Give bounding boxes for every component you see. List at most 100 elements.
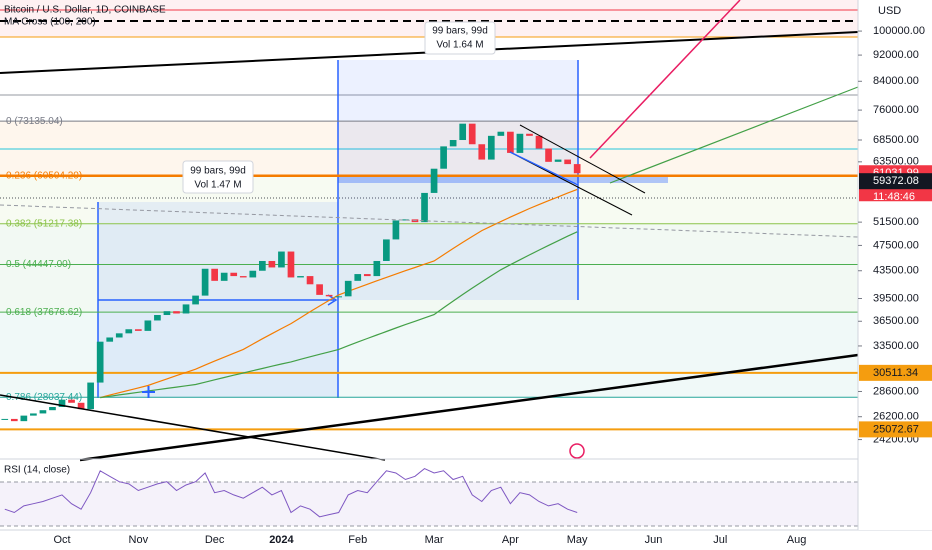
candle bbox=[468, 123, 476, 145]
price-label-box bbox=[859, 421, 932, 438]
x-tick-label: 2024 bbox=[269, 534, 294, 546]
fib-label: 0.618 (37676.62) bbox=[6, 307, 82, 318]
y-tick-label: 84000.00 bbox=[873, 75, 919, 87]
candle bbox=[459, 123, 467, 141]
x-tick-label: Oct bbox=[53, 534, 70, 546]
measure-label-box bbox=[424, 21, 496, 55]
arrow bbox=[509, 151, 579, 186]
event-icon bbox=[569, 443, 585, 459]
candle bbox=[211, 268, 218, 281]
fib-label: 0.786 (28037.44) bbox=[6, 392, 82, 403]
chart-title: Bitcoin / U.S. Dollar, 1D, COINBASE bbox=[4, 5, 166, 16]
candle bbox=[49, 406, 56, 411]
countdown: 11:48:46 bbox=[873, 191, 915, 203]
candle bbox=[354, 274, 362, 281]
rsi-line bbox=[4, 468, 578, 518]
candle bbox=[383, 239, 390, 261]
y-tick-label: 26200.00 bbox=[873, 411, 919, 423]
candle bbox=[440, 146, 447, 169]
y-tick-label: 76000.00 bbox=[873, 104, 919, 116]
candle bbox=[173, 311, 180, 314]
candle bbox=[115, 333, 123, 338]
candle bbox=[373, 260, 381, 277]
fib-zone bbox=[0, 121, 858, 176]
candle bbox=[96, 341, 104, 383]
candle bbox=[507, 131, 514, 153]
candle bbox=[10, 418, 18, 422]
price-axis bbox=[858, 0, 932, 530]
fib-zone bbox=[0, 175, 858, 224]
measure-arrow-head bbox=[327, 294, 338, 306]
price-label-box bbox=[859, 364, 932, 381]
price-label-box bbox=[859, 173, 932, 190]
candle bbox=[287, 251, 295, 278]
candle bbox=[545, 148, 552, 162]
y-tick-label: 43500.00 bbox=[873, 265, 919, 277]
candle bbox=[58, 399, 66, 407]
candle bbox=[182, 304, 190, 314]
candle bbox=[392, 220, 400, 240]
candle bbox=[363, 274, 371, 277]
marks bbox=[1, 123, 581, 422]
y-tick-label: 47500.00 bbox=[873, 239, 919, 251]
x-tick-label: May bbox=[567, 534, 588, 546]
trendline bbox=[589, 0, 741, 159]
indicator-title: MA Cross (100, 200) bbox=[4, 17, 96, 28]
price-label: 59372.08 bbox=[873, 175, 919, 187]
candle bbox=[535, 135, 543, 149]
candle bbox=[449, 140, 457, 147]
y-tick-label: 92000.00 bbox=[873, 49, 919, 61]
measure-bars: 99 bars, 99d bbox=[432, 26, 488, 37]
y-tick-label: 100000.00 bbox=[873, 25, 925, 37]
candle bbox=[516, 133, 524, 153]
x-tick-label: Feb bbox=[348, 534, 367, 546]
candle bbox=[268, 260, 276, 268]
candle bbox=[220, 272, 228, 281]
fib-zone bbox=[0, 264, 858, 313]
trendline bbox=[79, 353, 859, 462]
candle bbox=[163, 311, 171, 316]
highlight-band bbox=[338, 175, 668, 183]
y-tick-label: 28600.00 bbox=[873, 385, 919, 397]
rsi-title: RSI (14, close) bbox=[4, 465, 70, 476]
fib-label: 0.5 (44447.00) bbox=[6, 259, 71, 270]
fib-label: 0 (73135.04) bbox=[6, 116, 63, 127]
candle bbox=[573, 164, 581, 174]
candle bbox=[297, 276, 304, 278]
y-tick-label: 63500.00 bbox=[873, 156, 919, 168]
cross-marker bbox=[142, 386, 155, 398]
x-tick-label: Jul bbox=[713, 534, 727, 546]
candle bbox=[564, 159, 571, 165]
candle bbox=[316, 284, 323, 295]
fib-bands bbox=[0, 121, 858, 398]
candle bbox=[554, 159, 562, 162]
candle bbox=[335, 296, 343, 298]
levels: 0 (73135.04) 0.236 (60504.20) 0.382 (51217… bbox=[0, 116, 858, 431]
price-label: 25072.67 bbox=[873, 423, 919, 435]
candle bbox=[77, 402, 85, 410]
measure-bars: 99 bars, 99d bbox=[190, 166, 246, 177]
candle bbox=[278, 251, 285, 268]
y-tick-label: 33500.00 bbox=[873, 340, 919, 352]
trendline bbox=[609, 86, 859, 184]
candle bbox=[487, 135, 495, 160]
candle bbox=[154, 315, 161, 321]
x-tick-label: Dec bbox=[205, 534, 225, 546]
candle bbox=[192, 295, 199, 305]
x-tick-label: Nov bbox=[129, 534, 149, 546]
candle bbox=[134, 329, 142, 331]
fib-label: 0.382 (51217.38) bbox=[6, 218, 82, 229]
measure-volume: Vol 1.47 M bbox=[194, 180, 241, 191]
candle bbox=[125, 329, 133, 334]
axis-labels: 100000.00 92000.00 84000.00 76000.00 68500.0… bbox=[858, 25, 932, 445]
measure-volume: Vol 1.64 M bbox=[436, 40, 483, 51]
fib-zone bbox=[0, 223, 858, 265]
x-tick-label: Aug bbox=[787, 534, 807, 546]
ma-line bbox=[100, 231, 578, 399]
candle bbox=[239, 276, 247, 278]
candle bbox=[421, 192, 428, 223]
y-tick-label: 68500.00 bbox=[873, 134, 919, 146]
candle bbox=[478, 144, 486, 160]
